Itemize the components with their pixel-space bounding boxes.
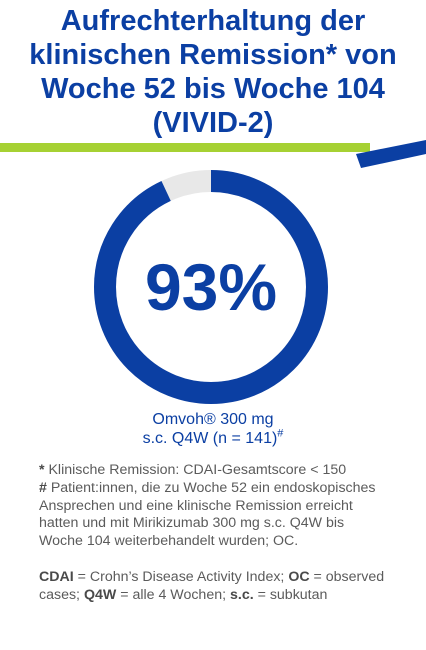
footnote-spacer: [39, 551, 389, 569]
series-label-footnote-mark: #: [277, 427, 284, 440]
abbr-sc: s.c.: [229, 586, 254, 603]
donut-center-label: 93%: [145, 250, 277, 324]
page-title: Aufrechterhaltung der klinischen Remissi…: [0, 4, 426, 140]
accent-divider-blue: [356, 140, 426, 168]
footnotes: * Klinische Remission: CDAI-Gesamtscore …: [39, 462, 389, 605]
title-line-1: Aufrechterhaltung der: [60, 5, 366, 37]
footnote-mark-hash: #: [39, 479, 47, 496]
donut-chart: 93%: [94, 170, 328, 404]
abbr-q4w: Q4W: [83, 586, 117, 603]
series-label-line-2: s.c. Q4W (n = 141)#: [142, 427, 284, 447]
donut-segment-value: [94, 170, 328, 404]
accent-divider-green: [0, 143, 370, 152]
series-label-line-1: Omvoh® 300 mg: [152, 411, 274, 428]
footnote-mark-asterisk: *: [39, 462, 45, 478]
chart-series-label: Omvoh® 300 mg s.c. Q4W (n = 141)#: [0, 410, 426, 448]
title-line-3: Woche 52 bis Woche 104: [41, 73, 385, 105]
abbr-oc: OC: [288, 568, 310, 585]
footnote-patients: # Patient:innen, die zu Woche 52 ein end…: [39, 479, 376, 550]
abbr-cdai: CDAI: [39, 568, 74, 585]
accent-divider: [0, 140, 426, 168]
title-line-2: klinischen Remission* von: [29, 39, 397, 71]
footnote-abbreviations: CDAI = Crohn’s Disease Activity Index; O…: [39, 568, 385, 603]
title-line-4: (VIVID-2): [152, 107, 274, 139]
footnote-remission: * Klinische Remission: CDAI-Gesamtscore …: [39, 462, 347, 478]
